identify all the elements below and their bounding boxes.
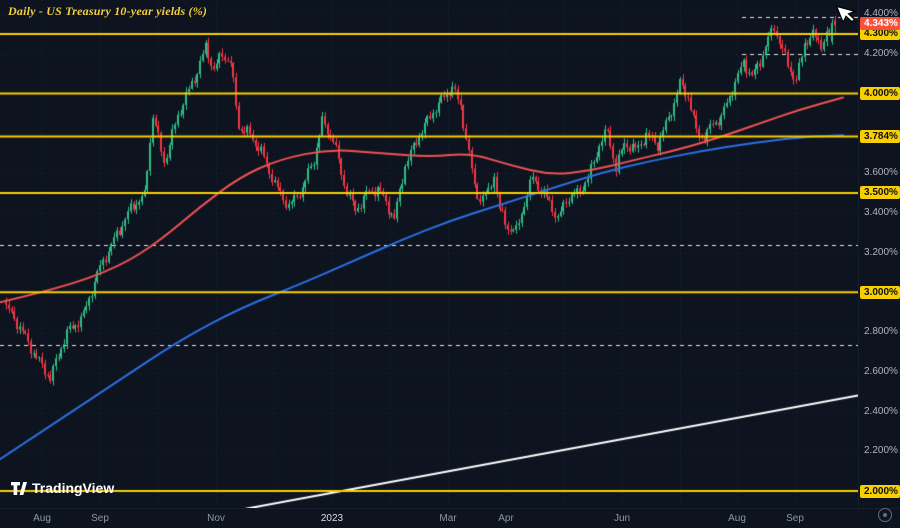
price-label: 4.400% [864,8,898,19]
last-price-badge: 4.343% [860,16,900,30]
time-label: Sep [786,513,804,524]
level-price-badge: 3.784% [860,129,900,143]
price-chart-canvas[interactable] [0,0,858,508]
level-price-badge: 3.500% [860,186,900,200]
level-price-badge: 2.000% [860,484,900,498]
tradingview-logo-icon [11,481,27,495]
price-label: 2.800% [864,326,898,337]
time-label: Jun [613,513,631,524]
level-price-badge: 4.000% [860,87,900,100]
scroll-to-realtime-icon[interactable] [878,508,892,522]
price-label: 2.400% [864,405,898,417]
time-label: Sep [91,513,109,524]
y-axis[interactable]: 4.400% 4.343% 4.300% 4.200% 4.000% 3.784% 3.60… [858,0,900,508]
tradingview-brand-text: TradingView [32,480,115,496]
price-label: 3.200% [864,246,898,258]
time-label: 2023 [320,513,344,524]
chart-title: Daily - US Treasury 10-year yields (%) [8,4,208,18]
level-price-badge: 3.000% [860,285,900,299]
level-price-badge: 4.300% [860,27,900,41]
time-label: Nov [207,513,225,524]
price-label: 3.400% [864,206,898,218]
time-label: Mar [439,513,457,524]
price-label: 2.200% [864,445,898,457]
time-label: Aug [728,513,746,524]
x-axis[interactable]: Aug Sep Nov 2023 Mar Apr Jun Aug Sep [0,508,900,528]
price-label: 4.200% [864,47,898,59]
price-label: 2.600% [864,365,898,377]
price-label: 3.600% [864,167,898,178]
mouse-cursor-icon [835,5,857,24]
time-label: Apr [498,513,514,524]
time-label: Aug [33,513,51,524]
tradingview-watermark[interactable]: TradingView [10,480,114,496]
